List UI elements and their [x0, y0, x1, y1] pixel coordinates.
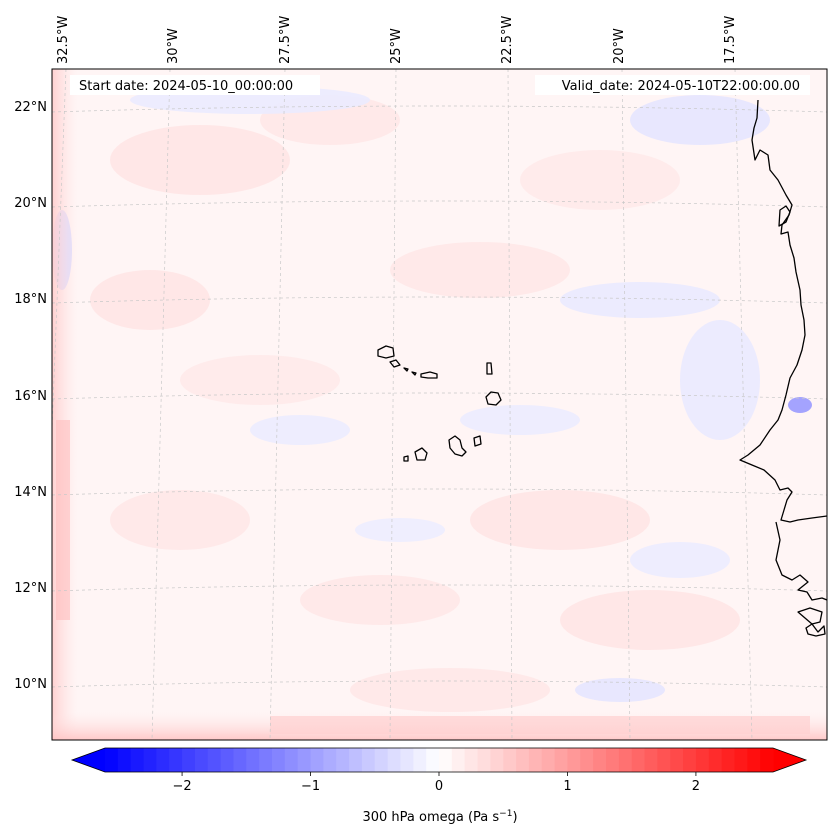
- lat-label: 16°N: [14, 389, 47, 404]
- lat-label: 22°N: [14, 100, 47, 115]
- colorbar-segment: [683, 748, 697, 772]
- colorbar-segment: [451, 748, 466, 772]
- lon-label: 32.5°W: [56, 16, 71, 64]
- colorbar-segment: [194, 748, 209, 772]
- lat-label: 14°N: [14, 485, 47, 500]
- colorbar-segment: [490, 748, 504, 772]
- colorbar-segment: [644, 748, 658, 772]
- colorbar-segment: [297, 748, 312, 772]
- colorbar-ticks: −2 −1 0 1 2: [172, 772, 700, 794]
- island-sao-nicolau: [420, 371, 438, 379]
- colorbar-segment: [284, 748, 299, 772]
- colorbar-segment: [400, 748, 414, 772]
- lon-label: 22.5°W: [500, 16, 515, 64]
- colorbar-segment: [130, 748, 145, 772]
- colorbar-segment: [464, 748, 479, 772]
- colorbar-segment: [233, 748, 247, 772]
- island-santiago: [448, 435, 467, 457]
- valid-date-text: Valid_date: 2024-05-10T22:00:00.00: [562, 79, 800, 94]
- colorbar-segment: [246, 748, 260, 772]
- colorbar-segment: [117, 748, 132, 772]
- colorbar-segment: [387, 748, 402, 772]
- colorbar-segment: [259, 748, 273, 772]
- colorbar-segment: [349, 748, 363, 772]
- colorbar-segment: [593, 748, 607, 772]
- colorbar-segment: [657, 748, 671, 772]
- colorbar-extend-high: [773, 748, 806, 772]
- colorbar-segment: [169, 748, 183, 772]
- colorbar-segment: [156, 748, 170, 772]
- colorbar-segment: [310, 748, 324, 772]
- lat-label: 12°N: [14, 581, 47, 596]
- colorbar-segment: [760, 748, 774, 772]
- lon-label: 20°W: [612, 28, 627, 64]
- island-sal: [486, 362, 493, 375]
- africa-coastline: [739, 99, 827, 523]
- omega-field: [52, 69, 827, 740]
- colorbar-segment: [477, 748, 491, 772]
- colorbar-segment: [374, 748, 389, 772]
- colorbar-segment: [695, 748, 710, 772]
- colorbar-segment: [207, 748, 222, 772]
- colorbar-segment: [503, 748, 517, 772]
- island-maio: [473, 435, 482, 447]
- lon-label: 27.5°W: [278, 16, 293, 64]
- island-fogo: [414, 447, 428, 461]
- lon-label: 30°W: [166, 28, 181, 64]
- latitude-labels: 22°N 20°N 18°N 16°N 14°N 12°N 10°N: [14, 100, 47, 692]
- coastlines: [377, 99, 827, 637]
- island-boa-vista: [485, 391, 502, 406]
- colorbar-segment: [721, 748, 736, 772]
- colorbar-segment: [336, 748, 350, 772]
- colorbar-segment: [323, 748, 337, 772]
- colorbar-segment: [580, 748, 594, 772]
- colorbar-segment: [439, 748, 453, 772]
- colorbar-segment: [143, 748, 157, 772]
- colorbar: [70, 747, 808, 773]
- colorbar-segment: [220, 748, 235, 772]
- colorbar-segment: [567, 748, 581, 772]
- gridlines: [52, 69, 827, 740]
- lon-label: 17.5°W: [723, 16, 738, 64]
- island-santo-antao: [377, 345, 395, 359]
- colorbar-segment: [631, 748, 646, 772]
- colorbar-tick-label: 1: [563, 779, 571, 794]
- longitude-labels: 32.5°W 30°W 27.5°W 25°W 22.5°W 20°W 17.5…: [56, 16, 738, 64]
- colorbar-segment: [708, 748, 723, 772]
- lat-label: 20°N: [14, 196, 47, 211]
- colorbar-tick-label: 0: [435, 779, 443, 794]
- colorbar-extend-low: [72, 748, 105, 772]
- colorbar-tick-label: −2: [172, 779, 191, 794]
- colorbar-tick-label: −1: [301, 779, 320, 794]
- colorbar-segment: [747, 748, 761, 772]
- island-brava: [403, 455, 409, 462]
- colorbar-segment: [361, 748, 376, 772]
- colorbar-segment: [516, 748, 530, 772]
- colorbar-segment: [528, 748, 543, 772]
- colorbar-segment: [413, 748, 427, 772]
- colorbar-segment: [541, 748, 556, 772]
- colorbar-segment: [554, 748, 569, 772]
- start-date-box: [70, 75, 320, 95]
- island-sao-vicente: [389, 359, 401, 368]
- lat-label: 18°N: [14, 292, 47, 307]
- colorbar-segment: [182, 748, 196, 772]
- valid-date-box: [535, 75, 810, 95]
- colorbar-segment: [734, 748, 748, 772]
- colorbar-segment: [618, 748, 633, 772]
- colorbar-tick-label: 2: [692, 779, 700, 794]
- colorbar-segment: [426, 748, 440, 772]
- colorbar-segment: [105, 748, 119, 772]
- colorbar-segment: [606, 748, 620, 772]
- colorbar-segment: [670, 748, 684, 772]
- colorbar-segment: [272, 748, 286, 772]
- colorbar-outline: [70, 747, 808, 773]
- map-frame: [51, 68, 828, 741]
- lon-label: 25°W: [389, 28, 404, 64]
- lat-label: 10°N: [14, 677, 47, 692]
- colorbar-label: 300 hPa omega (Pa s−1): [362, 809, 517, 825]
- start-date-text: Start date: 2024-05-10_00:00:00: [79, 79, 293, 94]
- africa-coastline-south: [775, 521, 827, 601]
